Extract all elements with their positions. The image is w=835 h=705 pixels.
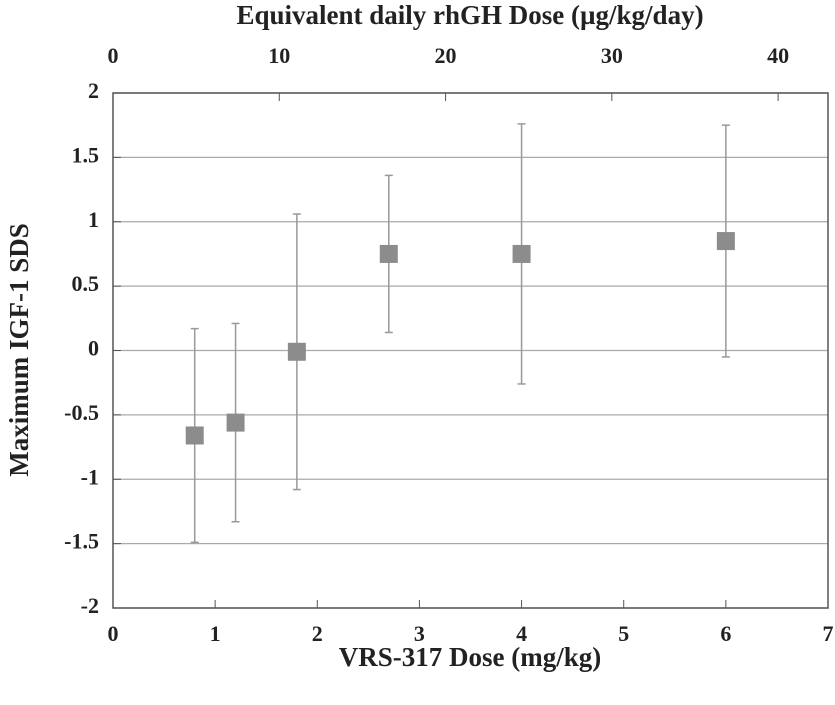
x-tick-label: 6 [720,621,731,646]
y-tick-label: 0 [88,336,99,361]
y-tick-label: -0.5 [64,400,99,425]
x2-tick-label: 0 [108,43,119,68]
y-tick-label: 1 [88,207,99,232]
x-tick-label: 5 [618,621,629,646]
x-axis-label: VRS-317 Dose (mg/kg) [339,642,602,672]
x-tick-label: 4 [516,621,527,646]
y-tick-label: -1 [81,464,99,489]
x2-tick-label: 20 [435,43,457,68]
y-tick-label: 0.5 [72,271,100,296]
point [287,342,306,361]
y-tick-label: 2 [88,78,99,103]
y-tick-label: -1.5 [64,529,99,554]
point [185,426,204,445]
point [379,244,398,263]
y-tick-label: -2 [81,593,99,618]
x-tick-label: 0 [108,621,119,646]
y-tick-label: 1.5 [72,142,100,167]
x-tick-label: 3 [414,621,425,646]
point [226,413,245,432]
x2-axis-label: Equivalent daily rhGH Dose (µg/kg/day) [236,0,703,30]
x2-tick-label: 10 [268,43,290,68]
plot-frame [112,92,829,609]
point [512,244,531,263]
x-tick-label: 1 [210,621,221,646]
x-tick-label: 2 [312,621,323,646]
x2-tick-label: 40 [767,43,789,68]
y-axis-label: Maximum IGF-1 SDS [4,223,34,477]
x2-tick-label: 30 [601,43,623,68]
point [716,232,735,251]
x-tick-label: 7 [823,621,834,646]
